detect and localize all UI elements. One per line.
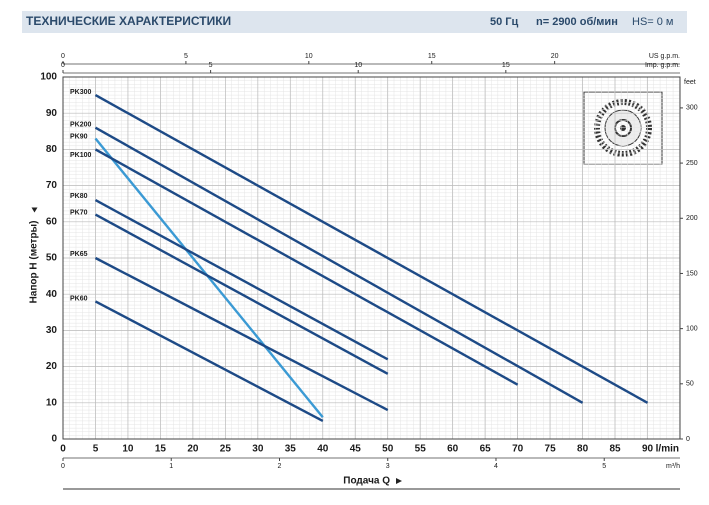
header-bar <box>22 11 687 33</box>
pump-curve <box>94 199 389 361</box>
x-tick-label: 25 <box>220 444 232 455</box>
curve-label: PK300 <box>70 89 92 96</box>
tick-label: 5 <box>184 53 188 60</box>
y-tick-label: 10 <box>46 397 58 408</box>
pump-curve <box>94 126 584 404</box>
x-tick-label: 85 <box>609 444 621 455</box>
feet-tick-label: 250 <box>686 160 698 167</box>
x-tick-label: 50 <box>382 444 394 455</box>
curve-label: PK90 <box>70 133 88 140</box>
pump-curve <box>94 148 519 386</box>
curve-label: PK70 <box>70 209 88 216</box>
y-tick-label: 70 <box>46 180 58 191</box>
x-tick-label: 65 <box>480 444 492 455</box>
tick-label: 5 <box>209 62 213 69</box>
tick-label: 0 <box>61 53 65 60</box>
tick-label: 2 <box>278 463 282 470</box>
x-tick-label: 5 <box>93 444 99 455</box>
axis-unit: US g.p.m. <box>649 53 680 60</box>
tick-label: 10 <box>305 53 313 60</box>
pump-curve <box>94 94 649 404</box>
header-frequency: 50 Гц <box>490 16 519 28</box>
y-tick-label: 40 <box>46 289 58 300</box>
feet-tick-label: 300 <box>686 105 698 112</box>
header-suction: HS= 0 м <box>632 16 674 28</box>
pump-curve <box>94 213 389 375</box>
x-tick-label: 20 <box>187 444 199 455</box>
x-tick-label: 60 <box>447 444 459 455</box>
curve-label: PK80 <box>70 193 88 200</box>
feet-tick-label: 0 <box>686 436 690 443</box>
x-tick-label: 30 <box>252 444 264 455</box>
feet-unit: feet <box>684 79 696 86</box>
y-tick-label: 90 <box>46 108 58 119</box>
x-tick-label: 35 <box>285 444 297 455</box>
x-tick-label: 10 <box>122 444 134 455</box>
x-tick-label: 45 <box>350 444 362 455</box>
pump-curve <box>94 256 389 412</box>
tick-label: 4 <box>494 463 498 470</box>
x-tick-label: 70 <box>512 444 524 455</box>
curve-label: PK65 <box>70 251 88 258</box>
x-unit: l/min <box>656 444 679 455</box>
y-tick-label: 30 <box>46 325 58 336</box>
x-tick-label: 40 <box>317 444 329 455</box>
plot-frame <box>62 76 681 440</box>
x-tick-label: 15 <box>155 444 167 455</box>
tick-label: 0 <box>61 463 65 470</box>
xlabel-arrow <box>396 478 402 484</box>
y-tick-label: 20 <box>46 361 58 372</box>
x-tick-label: 55 <box>415 444 427 455</box>
feet-tick-label: 50 <box>686 381 694 388</box>
header-speed: n= 2900 об/мин <box>536 16 618 28</box>
feet-tick-label: 100 <box>686 325 698 332</box>
y-tick-label: 100 <box>40 72 57 83</box>
x-tick-label: 80 <box>577 444 589 455</box>
y-tick-label: 0 <box>51 434 57 445</box>
y-tick-label: 80 <box>46 144 58 155</box>
ylabel-arrow <box>31 207 38 213</box>
x-tick-label: 90 <box>642 444 654 455</box>
tick-label: 15 <box>428 53 436 60</box>
curve-label: PK100 <box>70 152 92 159</box>
curve-label: PK200 <box>70 122 92 129</box>
header-title: ТЕХНИЧЕСКИЕ ХАРАКТЕРИСТИКИ <box>26 14 231 28</box>
tick-label: 5 <box>602 463 606 470</box>
x-tick-label: 75 <box>545 444 557 455</box>
y-axis-title: Напор H (метры) <box>29 221 40 304</box>
tick-label: 3 <box>386 463 390 470</box>
tick-label: 20 <box>551 53 559 60</box>
tick-label: 10 <box>354 62 362 69</box>
pump-curve <box>94 137 324 419</box>
tick-label: 0 <box>61 62 65 69</box>
pump-curve <box>94 300 324 422</box>
y-tick-label: 50 <box>46 253 58 264</box>
tick-label: 15 <box>502 62 510 69</box>
x-axis-title: Подача Q <box>343 476 390 487</box>
feet-tick-label: 200 <box>686 215 698 222</box>
axis-unit: Imp. g.p.m. <box>645 62 680 69</box>
curve-label: PK60 <box>70 295 88 302</box>
x-tick-label: 0 <box>60 444 66 455</box>
axis-unit: m³/h <box>666 463 680 470</box>
y-tick-label: 60 <box>46 216 58 227</box>
feet-tick-label: 150 <box>686 270 698 277</box>
tick-label: 1 <box>169 463 173 470</box>
